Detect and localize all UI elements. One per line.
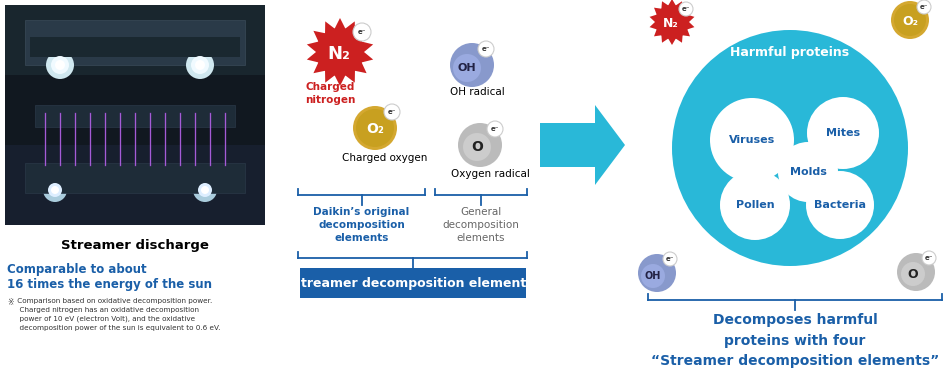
Circle shape [353, 23, 371, 41]
Circle shape [641, 264, 665, 288]
Circle shape [917, 0, 931, 14]
Text: OH: OH [458, 63, 476, 73]
Circle shape [679, 2, 693, 16]
Text: O₂: O₂ [366, 122, 384, 136]
Text: e⁻: e⁻ [358, 29, 367, 35]
Text: e⁻: e⁻ [920, 4, 928, 10]
Text: Comparable to about: Comparable to about [7, 263, 146, 276]
Circle shape [46, 51, 74, 79]
Text: e⁻: e⁻ [482, 46, 490, 52]
Circle shape [453, 54, 481, 82]
Text: OH: OH [645, 271, 661, 281]
Text: ※: ※ [7, 298, 13, 307]
Circle shape [51, 186, 59, 194]
Text: Molds: Molds [789, 167, 826, 177]
Circle shape [463, 133, 491, 161]
Text: e⁻: e⁻ [924, 255, 933, 261]
Text: Charged oxygen: Charged oxygen [342, 153, 428, 163]
Circle shape [450, 43, 494, 87]
Circle shape [193, 178, 217, 202]
Circle shape [894, 4, 926, 36]
Circle shape [353, 106, 397, 150]
Circle shape [55, 60, 65, 70]
Text: O₂: O₂ [902, 15, 918, 28]
Text: Daikin’s original
decomposition
elements: Daikin’s original decomposition elements [314, 207, 409, 243]
Circle shape [897, 253, 935, 291]
Circle shape [663, 252, 677, 266]
Text: e⁻: e⁻ [666, 256, 674, 262]
Text: Viruses: Viruses [729, 135, 775, 145]
FancyBboxPatch shape [5, 145, 265, 225]
FancyBboxPatch shape [35, 105, 235, 127]
Text: Decomposes harmful
proteins with four
“Streamer decomposition elements”: Decomposes harmful proteins with four “S… [651, 313, 940, 368]
Text: Streamer discharge: Streamer discharge [61, 239, 209, 251]
FancyBboxPatch shape [5, 75, 265, 155]
Text: e⁻: e⁻ [388, 109, 396, 115]
Text: Charged
nitrogen: Charged nitrogen [305, 82, 355, 105]
Circle shape [51, 56, 69, 74]
Circle shape [48, 183, 62, 197]
FancyBboxPatch shape [30, 37, 240, 57]
Circle shape [384, 104, 400, 120]
Circle shape [198, 183, 212, 197]
Text: OH radical: OH radical [449, 87, 504, 97]
Circle shape [655, 5, 689, 39]
Polygon shape [307, 18, 373, 86]
Circle shape [710, 98, 794, 182]
FancyBboxPatch shape [5, 5, 265, 225]
Text: Pollen: Pollen [735, 200, 774, 210]
Circle shape [478, 41, 494, 57]
Text: N₂: N₂ [663, 16, 679, 30]
FancyBboxPatch shape [5, 5, 265, 85]
Text: Comparison based on oxidative decomposition power.
  Charged nitrogen has an oxi: Comparison based on oxidative decomposit… [15, 298, 220, 331]
Text: General
decomposition
elements: General decomposition elements [443, 207, 520, 243]
Circle shape [43, 178, 67, 202]
Circle shape [806, 171, 874, 239]
Circle shape [901, 262, 925, 286]
Circle shape [922, 251, 936, 265]
Circle shape [807, 97, 879, 169]
Text: N₂: N₂ [328, 45, 351, 63]
Text: e⁻: e⁻ [682, 6, 691, 12]
Polygon shape [650, 0, 694, 45]
Circle shape [778, 142, 838, 202]
Circle shape [356, 109, 394, 147]
Circle shape [458, 123, 502, 167]
Text: Bacteria: Bacteria [814, 200, 866, 210]
Circle shape [201, 186, 209, 194]
Text: O: O [907, 267, 919, 280]
Circle shape [638, 254, 676, 292]
FancyBboxPatch shape [25, 163, 245, 193]
Circle shape [195, 60, 205, 70]
Circle shape [316, 28, 364, 76]
FancyBboxPatch shape [300, 268, 526, 298]
Polygon shape [540, 105, 625, 185]
Text: Harmful proteins: Harmful proteins [731, 46, 849, 58]
Circle shape [191, 56, 209, 74]
Text: 16 times the energy of the sun: 16 times the energy of the sun [7, 278, 212, 291]
FancyBboxPatch shape [25, 20, 245, 65]
Text: O: O [471, 140, 483, 154]
Text: e⁻: e⁻ [491, 126, 500, 132]
Text: Streamer decomposition elements: Streamer decomposition elements [293, 278, 534, 291]
Circle shape [487, 121, 503, 137]
Circle shape [672, 30, 908, 266]
Text: Mites: Mites [826, 128, 860, 138]
Circle shape [720, 170, 790, 240]
Circle shape [891, 1, 929, 39]
Circle shape [186, 51, 214, 79]
Text: Oxygen radical: Oxygen radical [450, 169, 529, 179]
